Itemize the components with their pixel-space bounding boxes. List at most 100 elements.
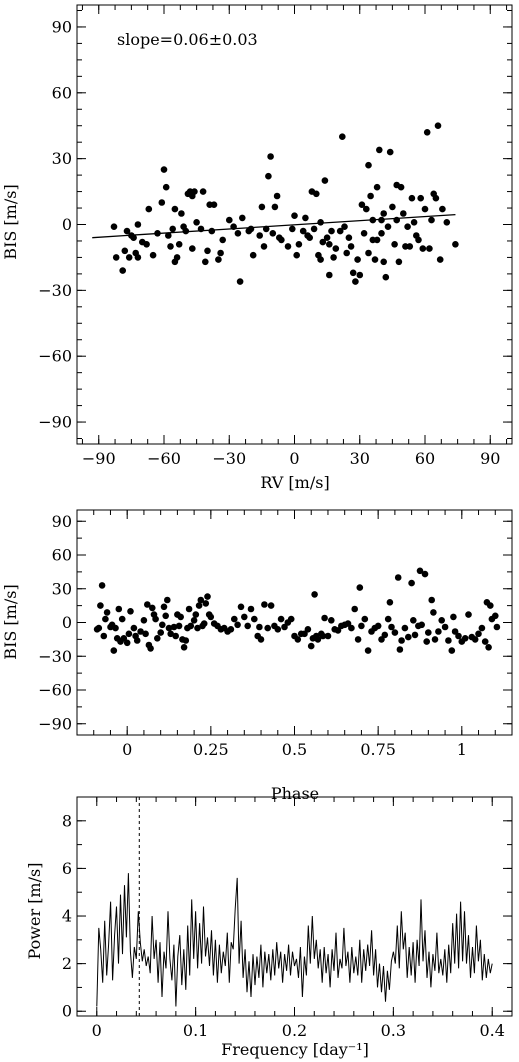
rvbis-data-point — [165, 232, 172, 239]
phbis-data-point — [430, 609, 437, 616]
rvbis-data-point — [426, 245, 433, 252]
rvbis-data-point — [258, 203, 266, 211]
phbis-data-point — [164, 596, 171, 604]
pgram-x-tick-label: 0 — [92, 1021, 102, 1040]
rvbis-data-point — [202, 258, 209, 266]
rvbis-data-point — [319, 238, 327, 246]
pgram-y-tick-label: 2 — [62, 954, 72, 973]
rvbis-data-point — [332, 245, 340, 252]
rvbis-data-point — [167, 243, 174, 250]
phbis-x-tick-label: 0.75 — [360, 740, 396, 759]
pgram-x-tick-label: 0.4 — [480, 1021, 505, 1040]
phbis-data-point — [492, 612, 499, 620]
phbis-data-point — [103, 609, 111, 616]
phbis-data-point — [241, 613, 248, 621]
phbis-data-point — [170, 623, 178, 631]
rvbis-data-point — [169, 225, 176, 233]
rvbis-data-point — [349, 269, 357, 277]
rvbis-data-point — [397, 183, 405, 191]
phbis-data-point — [384, 615, 392, 623]
phbis-data-point — [314, 636, 322, 643]
phbis-data-point — [358, 622, 365, 630]
phbis-data-point — [257, 636, 265, 643]
phbis-data-point — [177, 613, 184, 621]
phbis-y-tick-label: −30 — [38, 647, 72, 666]
rvbis-data-point — [230, 223, 237, 230]
phbis-data-point — [100, 632, 108, 640]
rvbis-data-point — [443, 219, 451, 226]
rvbis-data-point — [249, 251, 257, 259]
phbis-data-point — [348, 624, 355, 632]
rvbis-data-point — [182, 227, 190, 235]
phbis-y-tick-label: −60 — [38, 681, 72, 700]
pgram-x-tick-label: 0.2 — [282, 1021, 307, 1040]
phbis-data-point — [98, 582, 106, 589]
rvbis-data-point — [371, 256, 379, 263]
rvbis-data-point — [130, 234, 137, 241]
phbis-x-tick-label: 0.5 — [282, 740, 307, 759]
rvbis-data-point — [367, 192, 374, 200]
rvbis-data-point — [123, 227, 131, 235]
phbis-data-point — [354, 636, 362, 643]
rvbis-data-point — [112, 254, 120, 261]
rvbis-data-point — [226, 216, 233, 224]
rvbis-data-point — [125, 254, 133, 261]
phbis-data-point — [152, 615, 159, 623]
phbis-data-point — [386, 599, 394, 606]
rv-bis-xlabel: RV [m/s] — [260, 473, 329, 492]
phbis-data-point — [110, 647, 118, 654]
phbis-data-point — [231, 615, 238, 623]
phbis-data-point — [256, 623, 263, 631]
rvbis-data-point — [417, 194, 425, 202]
rvbis-data-point — [347, 243, 355, 250]
rvbis-data-point — [365, 249, 372, 257]
phbis-data-point — [344, 620, 352, 627]
rvbis-data-point — [343, 249, 351, 257]
phbis-data-point — [195, 602, 203, 609]
rvbis-data-point — [217, 249, 224, 257]
phbis-data-point — [200, 620, 208, 627]
rvbis-data-point — [302, 214, 309, 222]
rvbis-data-point — [284, 243, 292, 250]
pgram-y-tick-label: 6 — [62, 859, 72, 878]
rvbis-data-point — [193, 219, 200, 226]
phbis-data-point — [381, 631, 389, 639]
rvbis-x-tick-label: 60 — [415, 449, 435, 468]
phbis-data-point — [410, 617, 417, 624]
rvbis-data-point — [134, 254, 142, 261]
rvbis-data-point — [434, 122, 442, 129]
phbis-data-point — [154, 635, 161, 642]
rvbis-x-tick-label: 90 — [480, 449, 500, 468]
rvbis-data-point — [356, 271, 364, 279]
rvbis-data-point — [323, 234, 331, 241]
rvbis-x-tick-label: 0 — [289, 449, 299, 468]
rvbis-data-point — [313, 190, 320, 198]
phbis-data-point — [237, 603, 245, 611]
rv-bis-scatter-panel: slope=0.06±0.03 RV [m/s] BIS [m/s] −90 −6… — [1, 4, 513, 492]
rvbis-data-point — [149, 251, 157, 259]
rvbis-data-point — [158, 199, 166, 206]
rvbis-data-point — [345, 234, 353, 241]
phbis-data-point — [319, 632, 327, 640]
phbis-data-point — [264, 624, 272, 632]
phbis-data-point — [435, 628, 442, 635]
rvbis-data-point — [428, 216, 435, 224]
pgram-x-tick-label: 0.3 — [381, 1021, 406, 1040]
phbis-data-point — [475, 630, 482, 638]
rvbis-data-point — [189, 245, 196, 252]
phbis-data-point — [102, 615, 109, 623]
phbis-data-point — [227, 626, 235, 633]
rvbis-data-point — [267, 153, 274, 160]
phbis-data-point — [137, 628, 144, 635]
phbis-data-point — [130, 624, 138, 632]
phbis-data-point — [356, 584, 364, 591]
phbis-data-point — [120, 635, 128, 642]
phbis-data-point — [485, 644, 492, 651]
rvbis-data-point — [339, 133, 346, 140]
rvbis-data-point — [134, 221, 142, 228]
phbis-x-tick-label: 0.25 — [193, 740, 229, 759]
rv-bis-ylabel: BIS [m/s] — [1, 184, 20, 259]
periodogram-ylabel: Power [m/s] — [25, 863, 44, 960]
phbis-data-point — [448, 647, 456, 654]
rvbis-data-point — [336, 227, 344, 235]
